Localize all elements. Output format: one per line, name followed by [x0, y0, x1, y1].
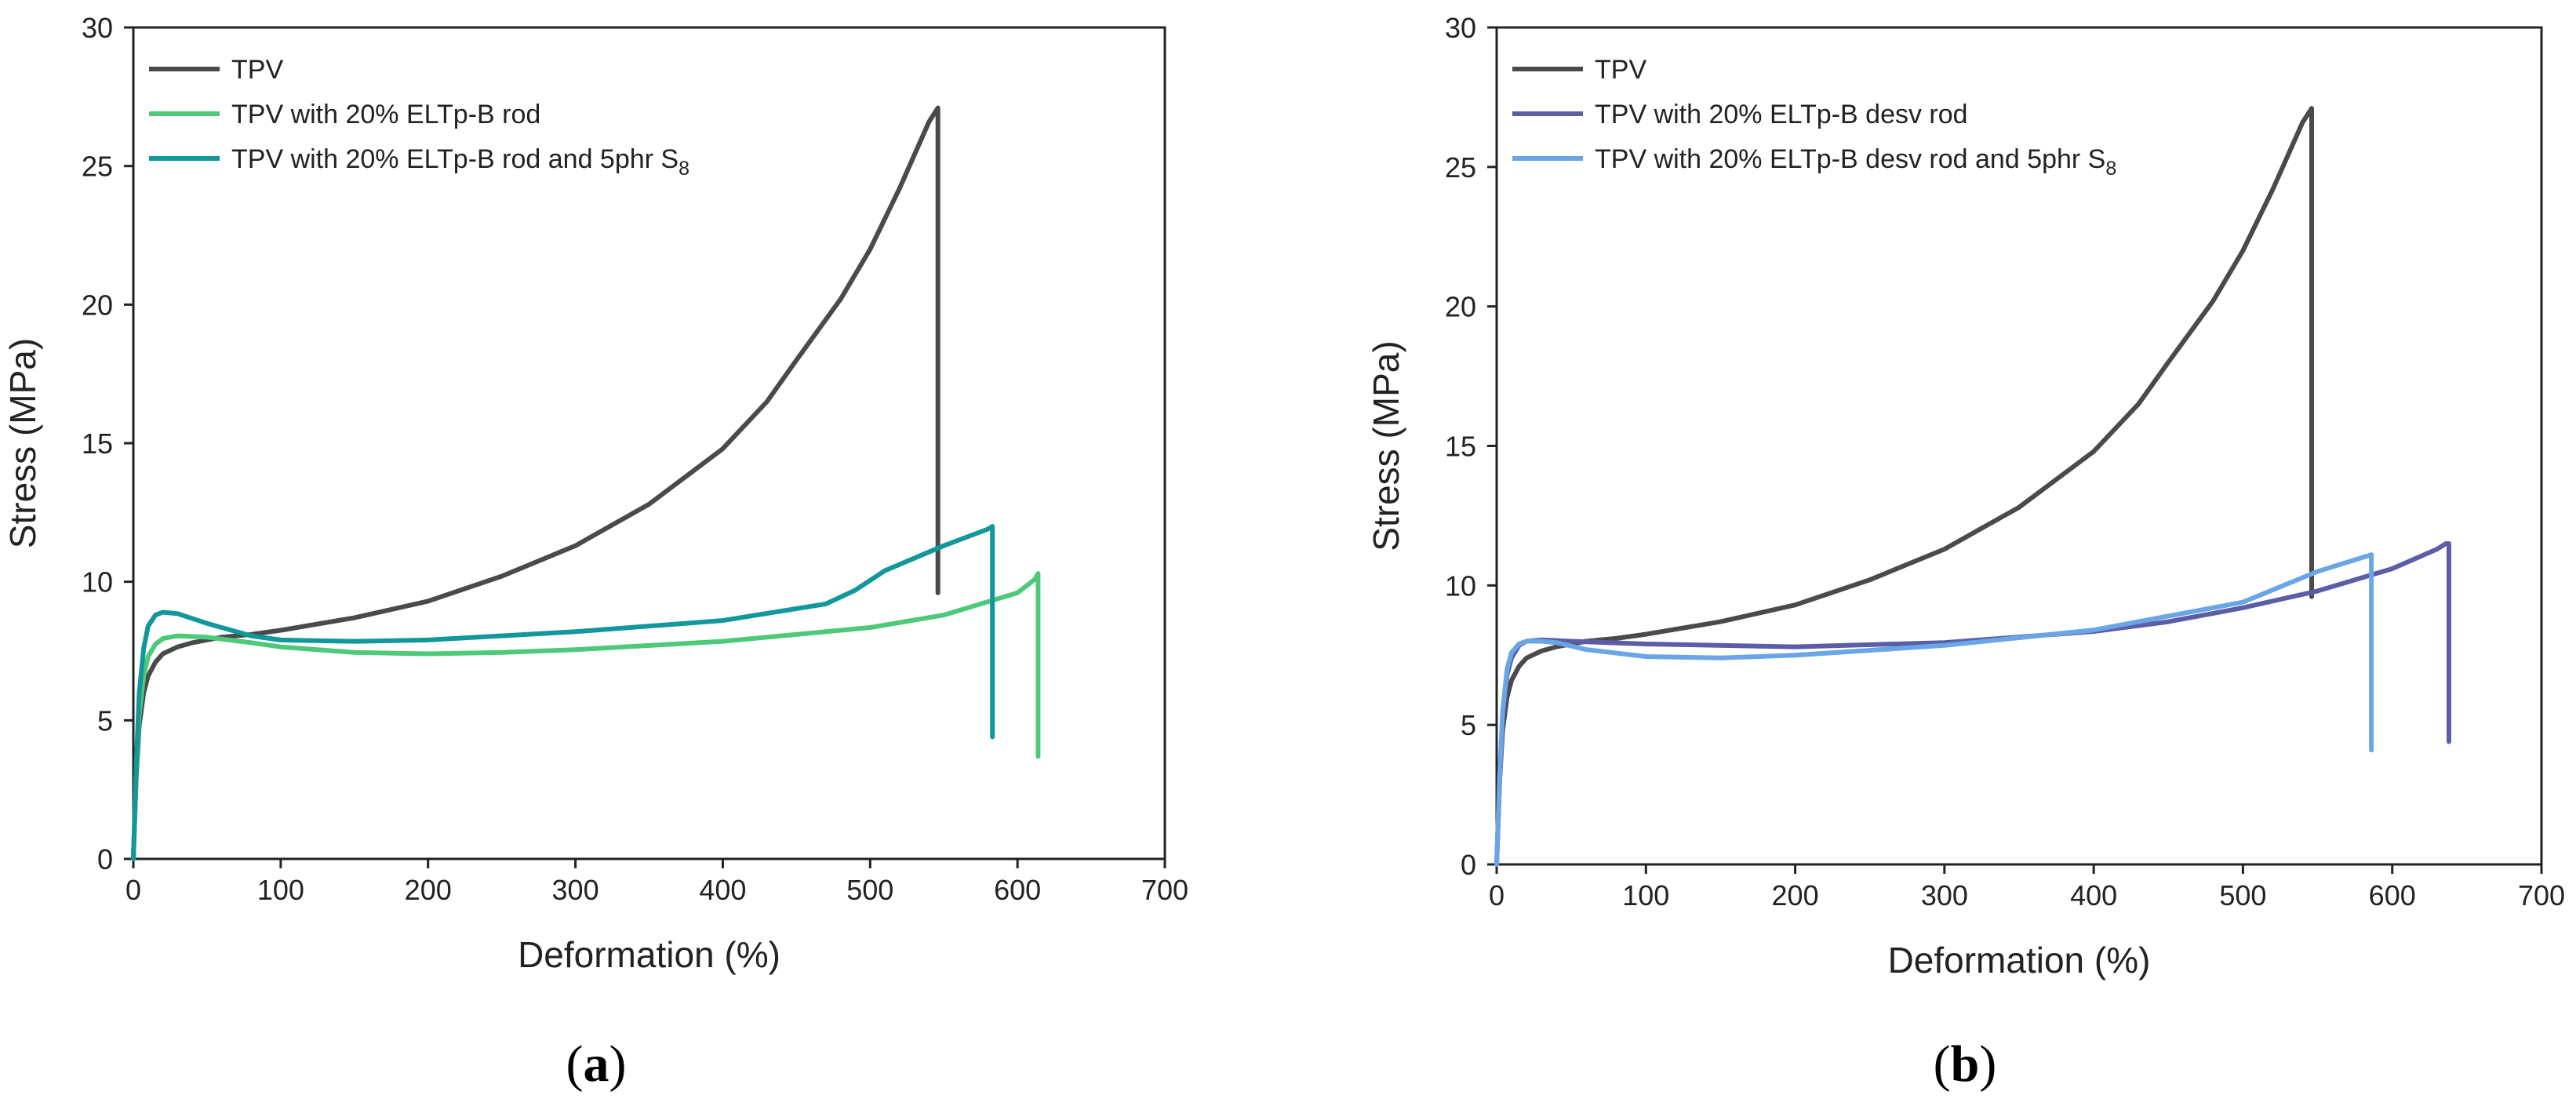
x-tick-label: 500 — [846, 874, 893, 906]
series-line-1 — [131, 571, 1041, 861]
x-tick-label: 200 — [405, 874, 452, 906]
y-tick-label: 0 — [1461, 849, 1476, 881]
series-line-0 — [1494, 106, 2314, 867]
legend-label-1: TPV with 20% ELTp-B desv rod — [1595, 100, 1968, 129]
y-tick-label: 30 — [82, 12, 113, 44]
x-tick-label: 100 — [257, 874, 304, 906]
x-tick-label: 200 — [1772, 879, 1819, 911]
y-tick-label: 20 — [82, 289, 113, 321]
series-line-1 — [1494, 541, 2451, 867]
y-tick-label: 10 — [82, 566, 113, 598]
legend-label-2: TPV with 20% ELTp-B rod and 5phr S8 — [231, 144, 689, 180]
series-line-2 — [1494, 552, 2374, 867]
chart-panel-b: 0 100 200 300 400 500 600 700 0 5 10 15 20 25 30 Deform… — [1366, 12, 2565, 1093]
y-tick-label: 0 — [97, 843, 113, 875]
x-tick-label: 300 — [552, 874, 599, 906]
y-tick-label: 25 — [1445, 151, 1476, 184]
x-tick-label: 400 — [2070, 879, 2117, 911]
series-line-0 — [131, 105, 941, 861]
series-line-2 — [131, 524, 995, 861]
x-tick-label: 100 — [1622, 879, 1669, 911]
x-tick-label: 700 — [1141, 874, 1188, 906]
y-tick-label: 25 — [82, 151, 113, 183]
x-tick-label: 700 — [2518, 879, 2565, 911]
legend-label-2: TPV with 20% ELTp-B desv rod and 5phr S8 — [1595, 144, 2116, 180]
y-tick-label: 30 — [1445, 12, 1476, 44]
chart-panel-a: 0 100 200 300 400 500 600 700 0 5 10 15 20 25 30 Deform… — [2, 12, 1188, 1093]
panel-caption: (b) — [1934, 1035, 1997, 1093]
y-axis-label: Stress (MPa) — [2, 338, 43, 548]
legend-label-0: TPV — [1595, 55, 1646, 85]
x-tick-label: 0 — [126, 874, 141, 906]
y-tick-label: 5 — [97, 704, 113, 737]
x-tick-label: 600 — [994, 874, 1041, 906]
x-axis-label: Deformation (%) — [1888, 940, 2151, 980]
legend-label-0: TPV — [231, 55, 283, 85]
x-tick-label: 400 — [699, 874, 746, 906]
y-tick-label: 15 — [1445, 431, 1476, 463]
panel-caption: (a) — [566, 1035, 627, 1093]
y-axis-label: Stress (MPa) — [1366, 340, 1406, 551]
y-tick-label: 5 — [1461, 709, 1476, 741]
y-tick-label: 15 — [82, 427, 113, 460]
x-tick-label: 300 — [1921, 879, 1968, 911]
y-tick-label: 20 — [1445, 291, 1476, 323]
x-axis-label: Deformation (%) — [518, 934, 780, 975]
x-tick-label: 600 — [2369, 879, 2416, 911]
y-tick-label: 10 — [1445, 569, 1476, 602]
x-tick-label: 0 — [1489, 879, 1504, 911]
x-tick-label: 500 — [2219, 879, 2266, 911]
legend-label-1: TPV with 20% ELTp-B rod — [231, 100, 540, 129]
